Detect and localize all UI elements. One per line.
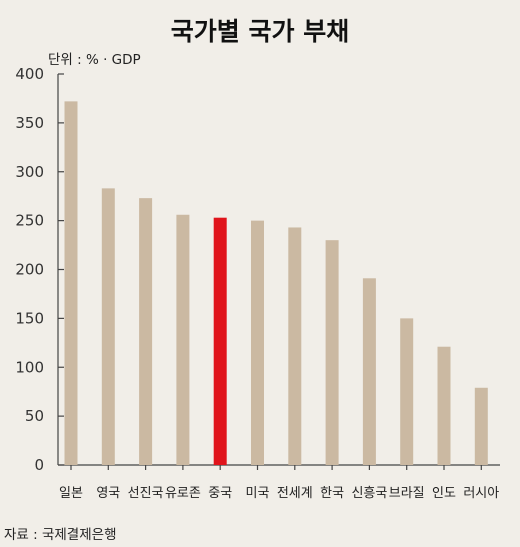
y-tick-label: 350	[15, 114, 44, 132]
x-category-label: 신흥국	[351, 486, 387, 501]
source-note: 자료 : 국제결제은행	[4, 527, 117, 543]
y-tick-label: 300	[15, 163, 44, 181]
bar-2	[139, 198, 153, 465]
bar-7	[325, 240, 339, 465]
y-tick-label: 150	[15, 309, 44, 327]
y-tick-label: 250	[15, 212, 44, 230]
y-tick-label: 100	[15, 358, 44, 376]
bar-series	[64, 101, 488, 466]
bar-9	[400, 318, 414, 465]
x-category-label: 일본	[59, 486, 83, 501]
bar-4	[213, 217, 227, 465]
x-category-label: 유로존	[165, 486, 201, 501]
bar-3	[176, 214, 190, 465]
x-category-label: 러시아	[463, 486, 499, 501]
bar-0	[64, 101, 78, 466]
chart-title: 국가별 국가 부채	[171, 17, 349, 46]
y-tick-label: 400	[15, 65, 44, 83]
x-category-label: 중국	[208, 486, 232, 501]
unit-note: 단위 : % · GDP	[48, 52, 141, 68]
x-category-label: 한국	[320, 486, 344, 501]
bar-1	[101, 188, 115, 465]
bar-10	[437, 346, 451, 465]
bar-8	[362, 278, 376, 465]
x-category-label: 미국	[246, 486, 270, 501]
y-tick-label: 0	[34, 456, 44, 474]
x-category-label: 브라질	[389, 486, 425, 501]
bar-5	[251, 220, 264, 465]
y-tick-label: 50	[25, 407, 44, 425]
x-category-label: 전세계	[277, 486, 313, 501]
x-axis-labels: 일본 영국 선진국 유로존 중국 미국 전세계 한국 신흥국 브라질 인도 러시아	[59, 465, 499, 501]
x-category-label: 영국	[96, 486, 120, 501]
x-category-label: 인도	[432, 486, 456, 501]
y-tick-label: 200	[15, 261, 44, 279]
bar-6	[288, 227, 302, 465]
bar-11	[474, 387, 488, 465]
y-axis-ticks: 0 50 100 150 200 250 300 350 400	[15, 65, 64, 474]
x-category-label: 선진국	[128, 486, 164, 501]
